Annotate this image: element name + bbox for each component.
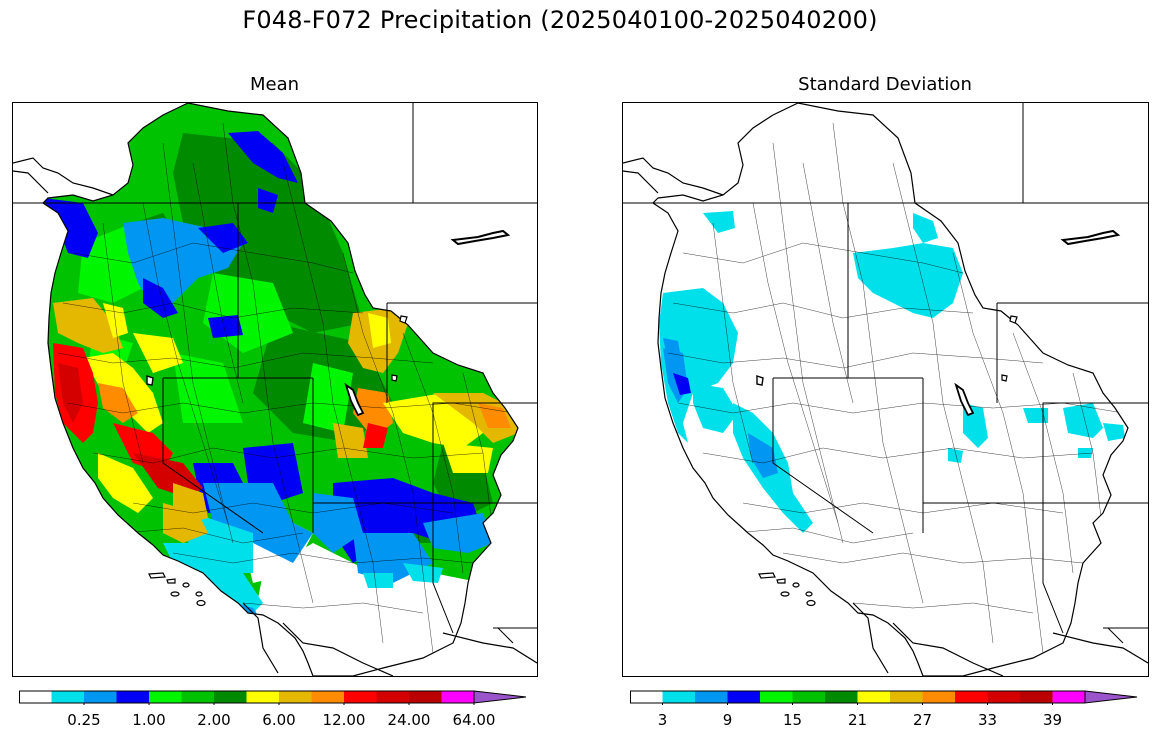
colorbar-tick-label: 64.00 [452,711,496,729]
colorbar-bin [409,691,442,703]
islands [148,572,206,607]
colorbar-extend-arrow [1084,690,1138,704]
colorbar-bin [441,691,475,703]
colorbar-bin [630,691,663,703]
colorbar-tick-label: 33 [977,711,998,729]
colorbar-bin [344,691,377,703]
colorbar-tick-label: 27 [912,711,933,729]
colorbar-tick-label: 12.00 [322,711,366,729]
colorbar-tick-label: 2.00 [197,711,231,729]
map-mean [12,102,538,677]
colorbar-tick-label: 15 [782,711,803,729]
colorbar-tick-label: 24.00 [387,711,431,729]
colorbar-tick-label: 3 [657,711,668,729]
colorbar-bin [214,691,247,703]
colorbar-bin [792,691,826,703]
colorbar-bin [149,691,182,703]
colorbar-bin [727,691,761,703]
colorbar-bin [955,691,988,703]
colorbar-bin [181,691,215,703]
colorbar-bin [1020,691,1053,703]
colorbar-tick-label: 1.00 [132,711,166,729]
colorbar-bin [19,691,52,703]
colorbar-bin [376,691,410,703]
basin-outlines [57,122,514,654]
figure-title: F048-F072 Precipitation (2025040100-2025… [242,6,878,34]
panel-title-sd: Standard Deviation [798,74,972,95]
colorbar-bin [84,691,117,703]
colorbar-bin [987,691,1021,703]
colorbar-bin [760,691,793,703]
colorbar-bin [857,691,891,703]
coastline-sd [652,103,1129,676]
colorbar-bin [279,691,312,703]
colorbar-bin [311,691,345,703]
colorbar-outline [19,690,475,704]
map-sd-svg [623,103,1148,676]
colorbar-bin [890,691,923,703]
colorbar-bin [246,691,280,703]
colorbar-tick-label: 6.00 [262,711,296,729]
coastline [42,103,519,676]
colorbar-bin [825,691,858,703]
colorbar-bin [51,691,85,703]
colorbar-bin [695,691,728,703]
colorbar-tick-label: 21 [847,711,868,729]
colorbar-extend-arrow [473,690,527,704]
political-borders-sd [623,103,1148,644]
colorbar-bin [922,691,956,703]
colorbar-sd [630,690,1138,705]
colorbar-mean [19,690,527,705]
colorbar-bin [116,691,150,703]
lake-icon [450,229,511,246]
map-sd [622,102,1149,677]
colorbar-bin [662,691,696,703]
colorbar-tick-label: 0.25 [67,711,101,729]
map-mean-svg [13,103,537,676]
colorbar-bin [1052,691,1086,703]
mean-field [43,103,518,676]
political-borders [13,103,537,644]
colorbar-tick-label: 9 [722,711,733,729]
colorbar-tick-label: 39 [1042,711,1063,729]
basin-outlines-sd [667,122,1124,654]
panel-title-mean: Mean [249,74,300,95]
sd-field [653,103,1128,676]
